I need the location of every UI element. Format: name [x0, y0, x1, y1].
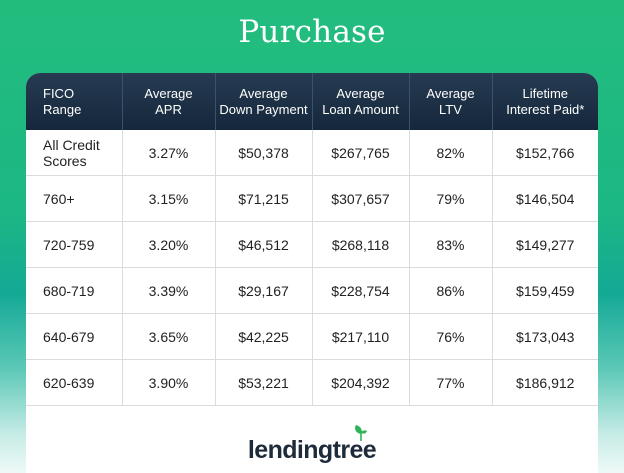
logo-wordmark: lendingtree — [247, 435, 377, 464]
table-row: 680-719 3.39% $29,167 $228,754 86% $159,… — [26, 267, 598, 314]
apr-cell: 3.39% — [121, 267, 215, 314]
header-average-down-payment: Average Down Payment — [214, 73, 312, 130]
interest-paid-cell: $159,459 — [491, 267, 598, 314]
loan-amount-cell: $228,754 — [311, 267, 409, 314]
down-payment-cell: $46,512 — [214, 221, 312, 268]
header-average-loan-amount: Average Loan Amount — [311, 73, 409, 130]
down-payment-cell: $42,225 — [214, 313, 312, 360]
fico-range-cell: 760+ — [26, 175, 122, 222]
apr-cell: 3.20% — [121, 221, 215, 268]
loan-amount-cell: $204,392 — [311, 359, 409, 406]
ltv-cell: 79% — [408, 175, 492, 222]
data-card: FICO Range Average APR Average Down Payment… — [26, 73, 598, 473]
lendingtree-logo: lendingtree — [26, 424, 598, 473]
table-row: 640-679 3.65% $42,225 $217,110 76% $173,… — [26, 313, 598, 360]
table-row: All Credit Scores 3.27% $50,378 $267,765… — [26, 130, 598, 176]
loan-amount-cell: $307,657 — [311, 175, 409, 222]
apr-cell: 3.65% — [121, 313, 215, 360]
table-header-row: FICO Range Average APR Average Down Payment… — [26, 73, 598, 130]
table-row: 720-759 3.20% $46,512 $268,118 83% $149,… — [26, 221, 598, 268]
header-average-apr: Average APR — [121, 73, 215, 130]
loan-amount-cell: $268,118 — [311, 221, 409, 268]
table-row: 760+ 3.15% $71,215 $307,657 79% $146,504 — [26, 175, 598, 222]
table-row: 620-639 3.90% $53,221 $204,392 77% $186,… — [26, 359, 598, 406]
ltv-cell: 83% — [408, 221, 492, 268]
purchase-table: FICO Range Average APR Average Down Payment… — [26, 73, 598, 406]
apr-cell: 3.90% — [121, 359, 215, 406]
ltv-cell: 76% — [408, 313, 492, 360]
fico-range-cell: 640-679 — [26, 313, 122, 360]
down-payment-cell: $53,221 — [214, 359, 312, 406]
ltv-cell: 77% — [408, 359, 492, 406]
interest-paid-cell: $152,766 — [491, 130, 598, 176]
page-title: Purchase — [238, 14, 386, 50]
fico-range-cell: 720-759 — [26, 221, 122, 268]
interest-paid-cell: $173,043 — [491, 313, 598, 360]
fico-range-cell: 620-639 — [26, 359, 122, 406]
ltv-cell: 82% — [408, 130, 492, 176]
interest-paid-cell: $146,504 — [491, 175, 598, 222]
header-lifetime-interest-paid: Lifetime Interest Paid* — [491, 73, 598, 130]
fico-range-cell: 680-719 — [26, 267, 122, 314]
interest-paid-cell: $186,912 — [491, 359, 598, 406]
down-payment-cell: $71,215 — [214, 175, 312, 222]
loan-amount-cell: $217,110 — [311, 313, 409, 360]
header-average-ltv: Average LTV — [408, 73, 492, 130]
down-payment-cell: $29,167 — [214, 267, 312, 314]
loan-amount-cell: $267,765 — [311, 130, 409, 176]
leaf-icon — [354, 424, 367, 441]
fico-range-cell: All Credit Scores — [26, 130, 122, 176]
apr-cell: 3.15% — [121, 175, 215, 222]
apr-cell: 3.27% — [121, 130, 215, 176]
down-payment-cell: $50,378 — [214, 130, 312, 176]
ltv-cell: 86% — [408, 267, 492, 314]
interest-paid-cell: $149,277 — [491, 221, 598, 268]
header-fico-range: FICO Range — [43, 85, 82, 117]
